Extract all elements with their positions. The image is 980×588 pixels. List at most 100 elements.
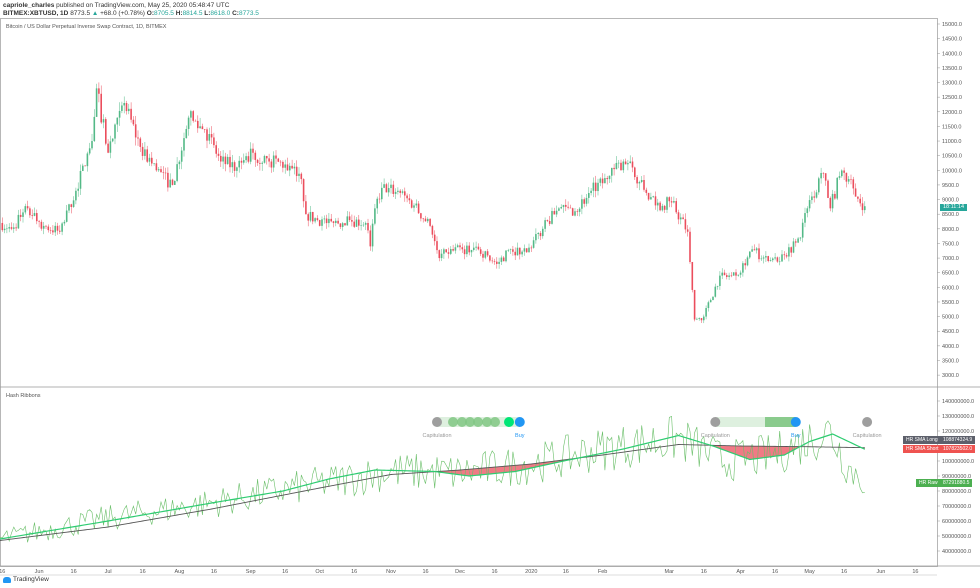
- candle-body: [654, 196, 657, 206]
- candle-body: [286, 164, 289, 171]
- candle-body: [111, 138, 114, 142]
- capitulation-signal-dot[interactable]: [432, 417, 442, 427]
- price-tick-label: 12000.0: [942, 110, 962, 116]
- time-tick-label: 16: [140, 569, 146, 575]
- capitulation-signal-dot[interactable]: [710, 417, 721, 427]
- time-tick-label: Sep: [246, 569, 256, 575]
- candle-body: [374, 208, 376, 224]
- candle-body: [523, 248, 526, 252]
- candle-body: [408, 198, 411, 201]
- buy-signal-dot[interactable]: [790, 417, 801, 427]
- ribbon-capitulation-area: [710, 445, 799, 460]
- candle-body: [477, 246, 480, 250]
- candle-body: [601, 178, 604, 184]
- up-arrow-icon: ▲: [91, 10, 99, 17]
- candle-body: [661, 205, 664, 211]
- candle-body: [272, 155, 275, 168]
- price-tick-label: 4500.0: [942, 329, 959, 335]
- candle-body: [498, 261, 500, 264]
- symbol[interactable]: BITMEX:XBTUSD, 1D: [3, 10, 69, 17]
- close-label: C:: [232, 10, 239, 17]
- candle-body: [295, 166, 298, 176]
- candle-body: [691, 262, 694, 290]
- candle-body: [843, 170, 845, 173]
- candle-body: [785, 255, 788, 257]
- candle-body: [335, 220, 337, 223]
- candle-body: [553, 211, 556, 215]
- candle-body: [604, 178, 606, 184]
- candle-body: [22, 212, 24, 217]
- candle-body: [461, 247, 464, 250]
- candle-body: [611, 167, 613, 176]
- candle-body: [438, 250, 441, 259]
- candle-body: [289, 165, 291, 171]
- price-tick-label: 4000.0: [942, 344, 959, 350]
- candle-body: [689, 231, 691, 263]
- author[interactable]: capriole_charles: [3, 2, 55, 9]
- candle-body: [19, 214, 22, 217]
- candle-body: [682, 217, 684, 220]
- time-tick-label: 2020: [525, 569, 537, 575]
- price-tick-label: 9500.0: [942, 183, 959, 189]
- candle-body: [562, 204, 565, 208]
- candle-body: [238, 160, 240, 168]
- candle-body: [98, 88, 100, 94]
- hr-sma-short-line: [0, 433, 866, 540]
- high-label: H:: [175, 10, 183, 17]
- candle-body: [696, 318, 698, 320]
- candle-body: [574, 211, 576, 216]
- time-tick-label: 16: [912, 569, 918, 575]
- candle-body: [827, 180, 829, 198]
- hash-tick-label: 80000000.0: [942, 489, 971, 495]
- candle-body: [263, 155, 266, 163]
- candle-body: [240, 160, 243, 163]
- time-tick-label: Apr: [736, 569, 745, 575]
- candle-body: [259, 162, 261, 164]
- candle-body: [792, 241, 795, 253]
- capitulation-signal-dot[interactable]: [862, 417, 873, 427]
- candle-body: [245, 156, 247, 161]
- candle-body: [829, 197, 832, 209]
- candle-body: [466, 245, 468, 255]
- candle-body: [399, 190, 401, 193]
- legend-title: Bitcoin / US Dollar Perpetual Inverse Sw…: [6, 24, 167, 30]
- candle-body: [450, 249, 452, 254]
- candle-body: [385, 184, 388, 193]
- candle-body: [468, 245, 470, 253]
- candle-body: [169, 179, 171, 188]
- candle-body: [744, 263, 746, 266]
- candle-body: [475, 246, 477, 248]
- candle-body: [739, 272, 742, 275]
- candle-body: [323, 218, 326, 220]
- tradingview-brand[interactable]: TradingView: [3, 576, 49, 583]
- candle-body: [769, 260, 772, 262]
- candle-body: [818, 178, 820, 193]
- indicator-title[interactable]: Hash Ribbons: [6, 393, 41, 399]
- candle-body: [820, 172, 822, 179]
- candle-body: [220, 155, 222, 162]
- candle-body: [753, 249, 756, 251]
- candle-body: [588, 193, 590, 198]
- candle-body: [178, 161, 181, 165]
- candle-body: [337, 220, 339, 224]
- candle-body: [210, 134, 213, 138]
- candle-body: [383, 184, 385, 188]
- candle-body: [206, 129, 208, 141]
- candle-body: [811, 196, 813, 201]
- candle-body: [427, 218, 429, 222]
- candle-body: [569, 207, 572, 209]
- time-tick-label: 16: [491, 569, 497, 575]
- buy-signal-dot[interactable]: [514, 417, 525, 427]
- candle-body: [312, 211, 314, 222]
- candle-body: [148, 157, 151, 162]
- candle-body: [512, 249, 514, 252]
- candle-body: [26, 206, 29, 209]
- candle-body: [592, 182, 595, 191]
- candle-body: [728, 275, 730, 277]
- time-tick-label: Jun: [35, 569, 44, 575]
- hr-raw-line: [0, 416, 865, 543]
- candle-body: [459, 245, 461, 248]
- candle-body: [300, 173, 303, 180]
- candle-body: [578, 208, 581, 212]
